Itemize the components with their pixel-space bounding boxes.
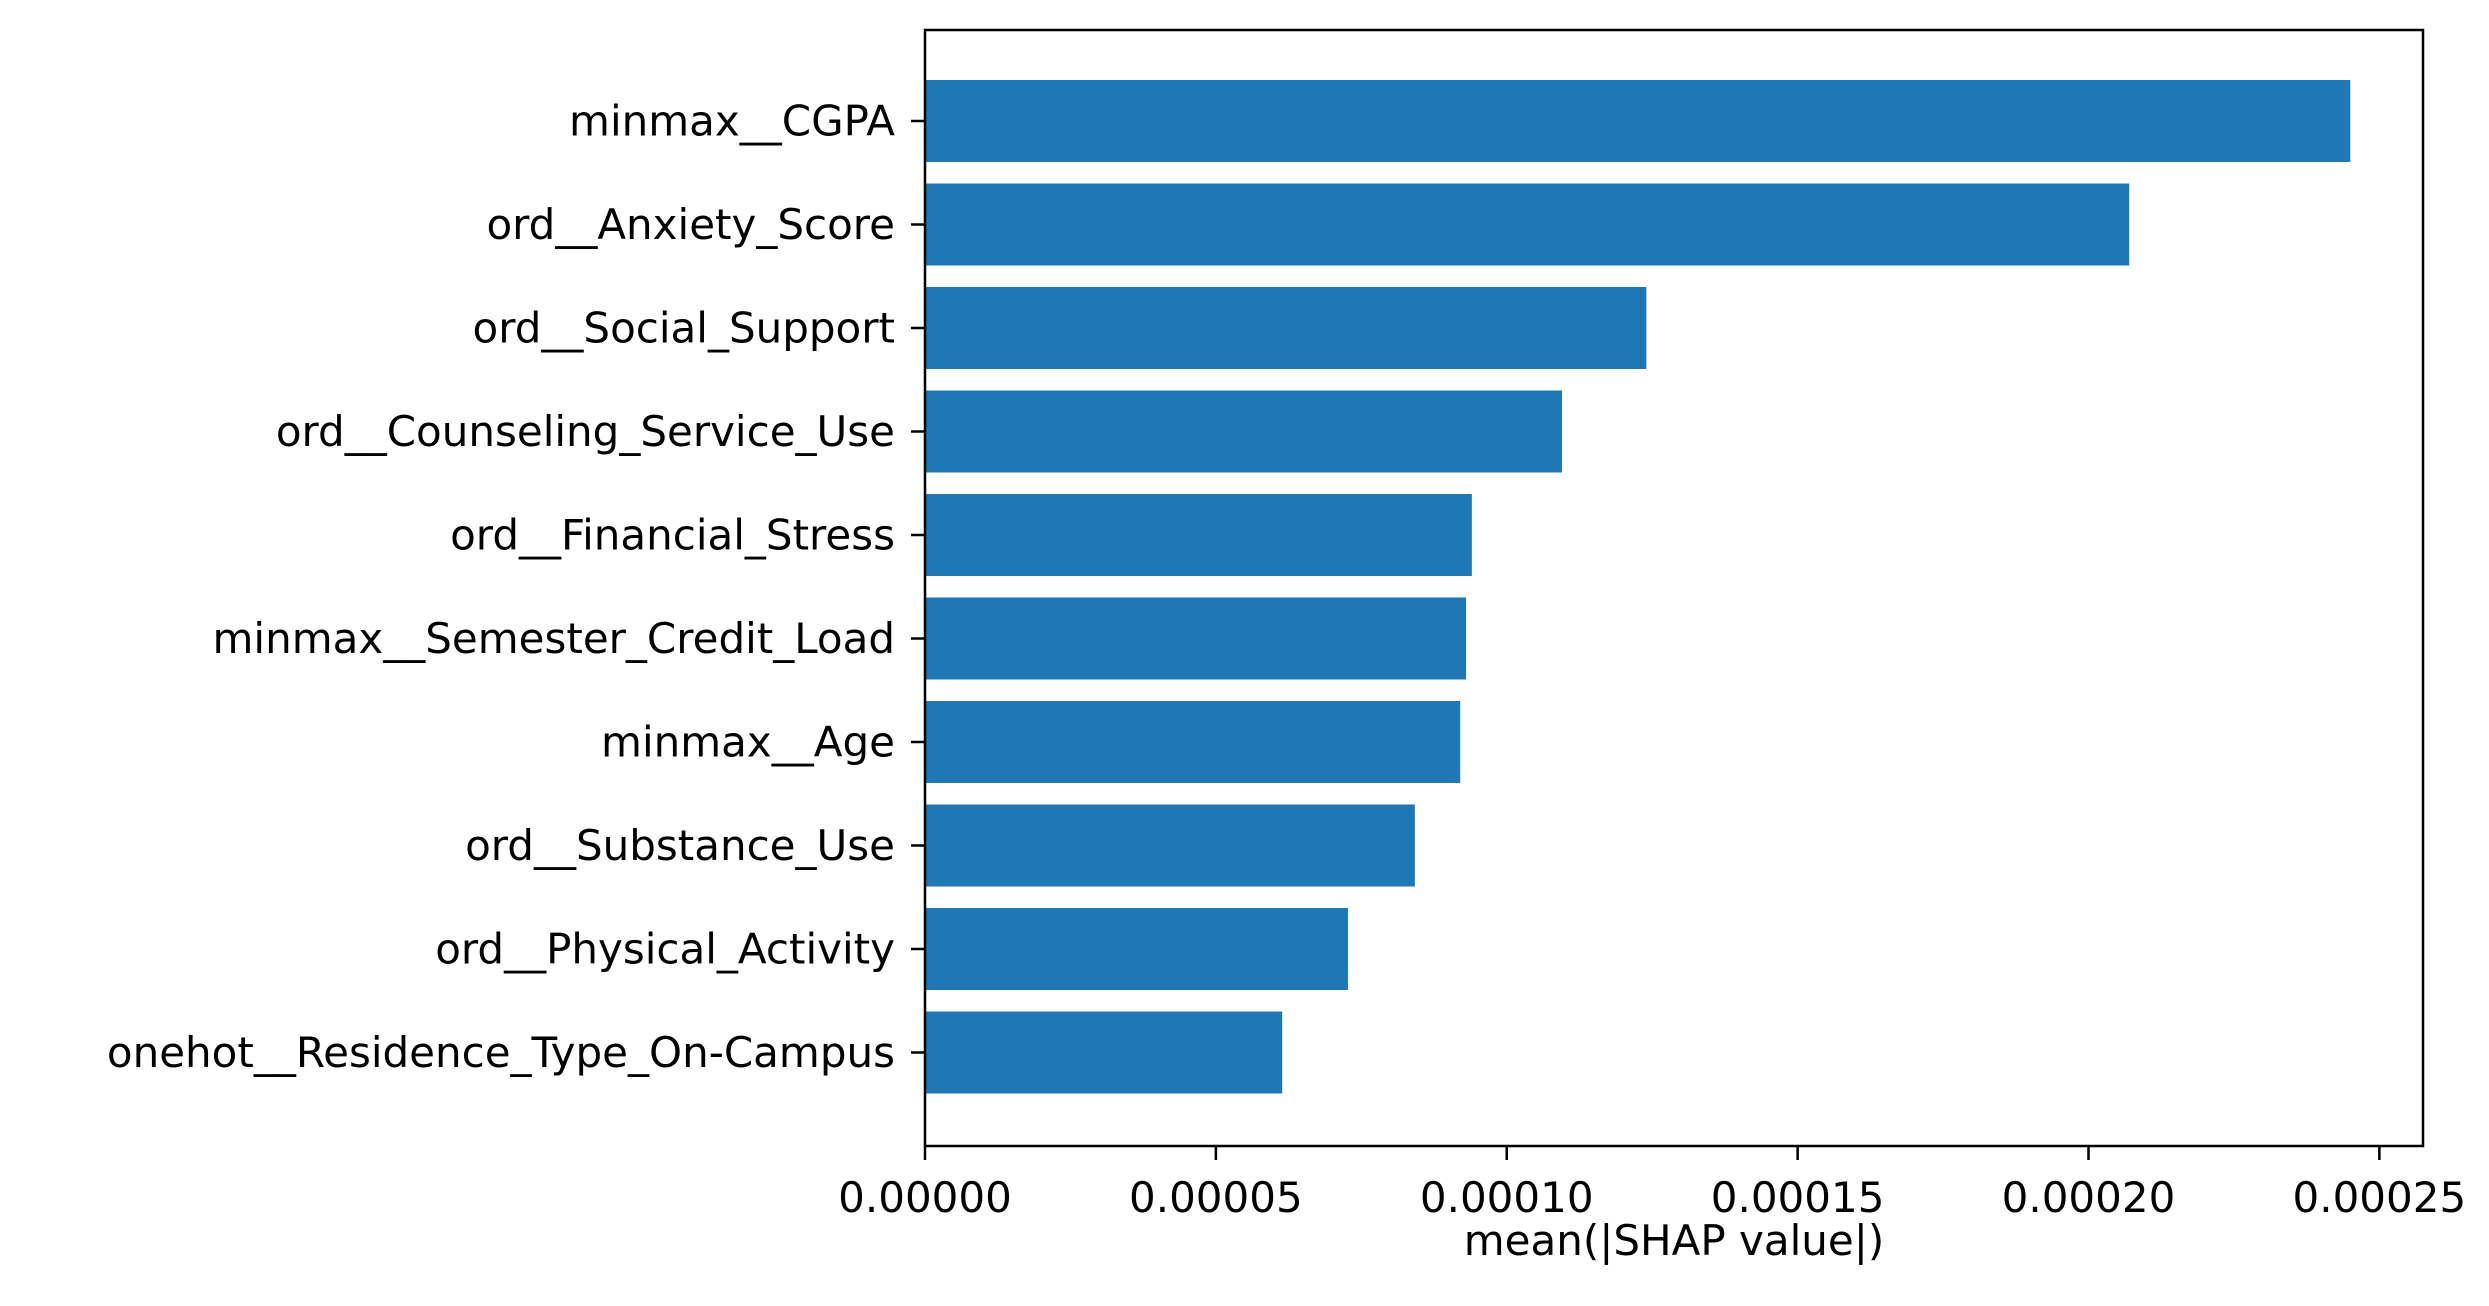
y-tick-label: minmax__Semester_Credit_Load	[213, 614, 895, 663]
y-tick-label: ord__Anxiety_Score	[486, 200, 895, 249]
y-tick-label: ord__Counseling_Service_Use	[276, 407, 895, 456]
bars-layer	[925, 80, 2351, 1094]
y-tick-label: ord__Financial_Stress	[450, 511, 895, 560]
bar-7	[925, 701, 1461, 783]
y-tick-label: ord__Social_Support	[473, 304, 895, 353]
y-tick-label: minmax__Age	[601, 718, 895, 767]
bar-4	[925, 390, 1563, 473]
x-tick-label: 0.00025	[2293, 1173, 2467, 1222]
y-tick-label: ord__Physical_Activity	[435, 925, 895, 974]
x-tick-label: 0.00020	[2002, 1173, 2176, 1222]
x-tick-label: 0.00000	[838, 1173, 1012, 1222]
bar-10	[925, 1011, 1283, 1094]
bar-3	[925, 287, 1647, 369]
y-axis-ticks: minmax__CGPA ord__Anxiety_Score ord__Socia…	[107, 97, 925, 1077]
x-tick-label: 0.00010	[1420, 1173, 1594, 1222]
x-tick-label: 0.00005	[1129, 1173, 1303, 1222]
bar-6	[925, 597, 1467, 680]
y-tick-label: minmax__CGPA	[569, 97, 895, 146]
y-tick-label: onehot__Residence_Type_On-Campus	[107, 1028, 895, 1077]
bar-1	[925, 80, 2351, 162]
x-axis-label: mean(|SHAP value|)	[1464, 1216, 1885, 1265]
bar-9	[925, 908, 1348, 990]
x-tick-label: 0.00015	[1711, 1173, 1885, 1222]
bar-8	[925, 804, 1415, 887]
bar-5	[925, 494, 1472, 576]
bar-2	[925, 183, 2130, 266]
y-tick-label: ord__Substance_Use	[465, 821, 895, 870]
x-axis-ticks: 0.00000 0.00005 0.00010 0.00015 0.00020 0.000…	[838, 1146, 2466, 1222]
plot-frame	[923, 28, 2425, 1148]
